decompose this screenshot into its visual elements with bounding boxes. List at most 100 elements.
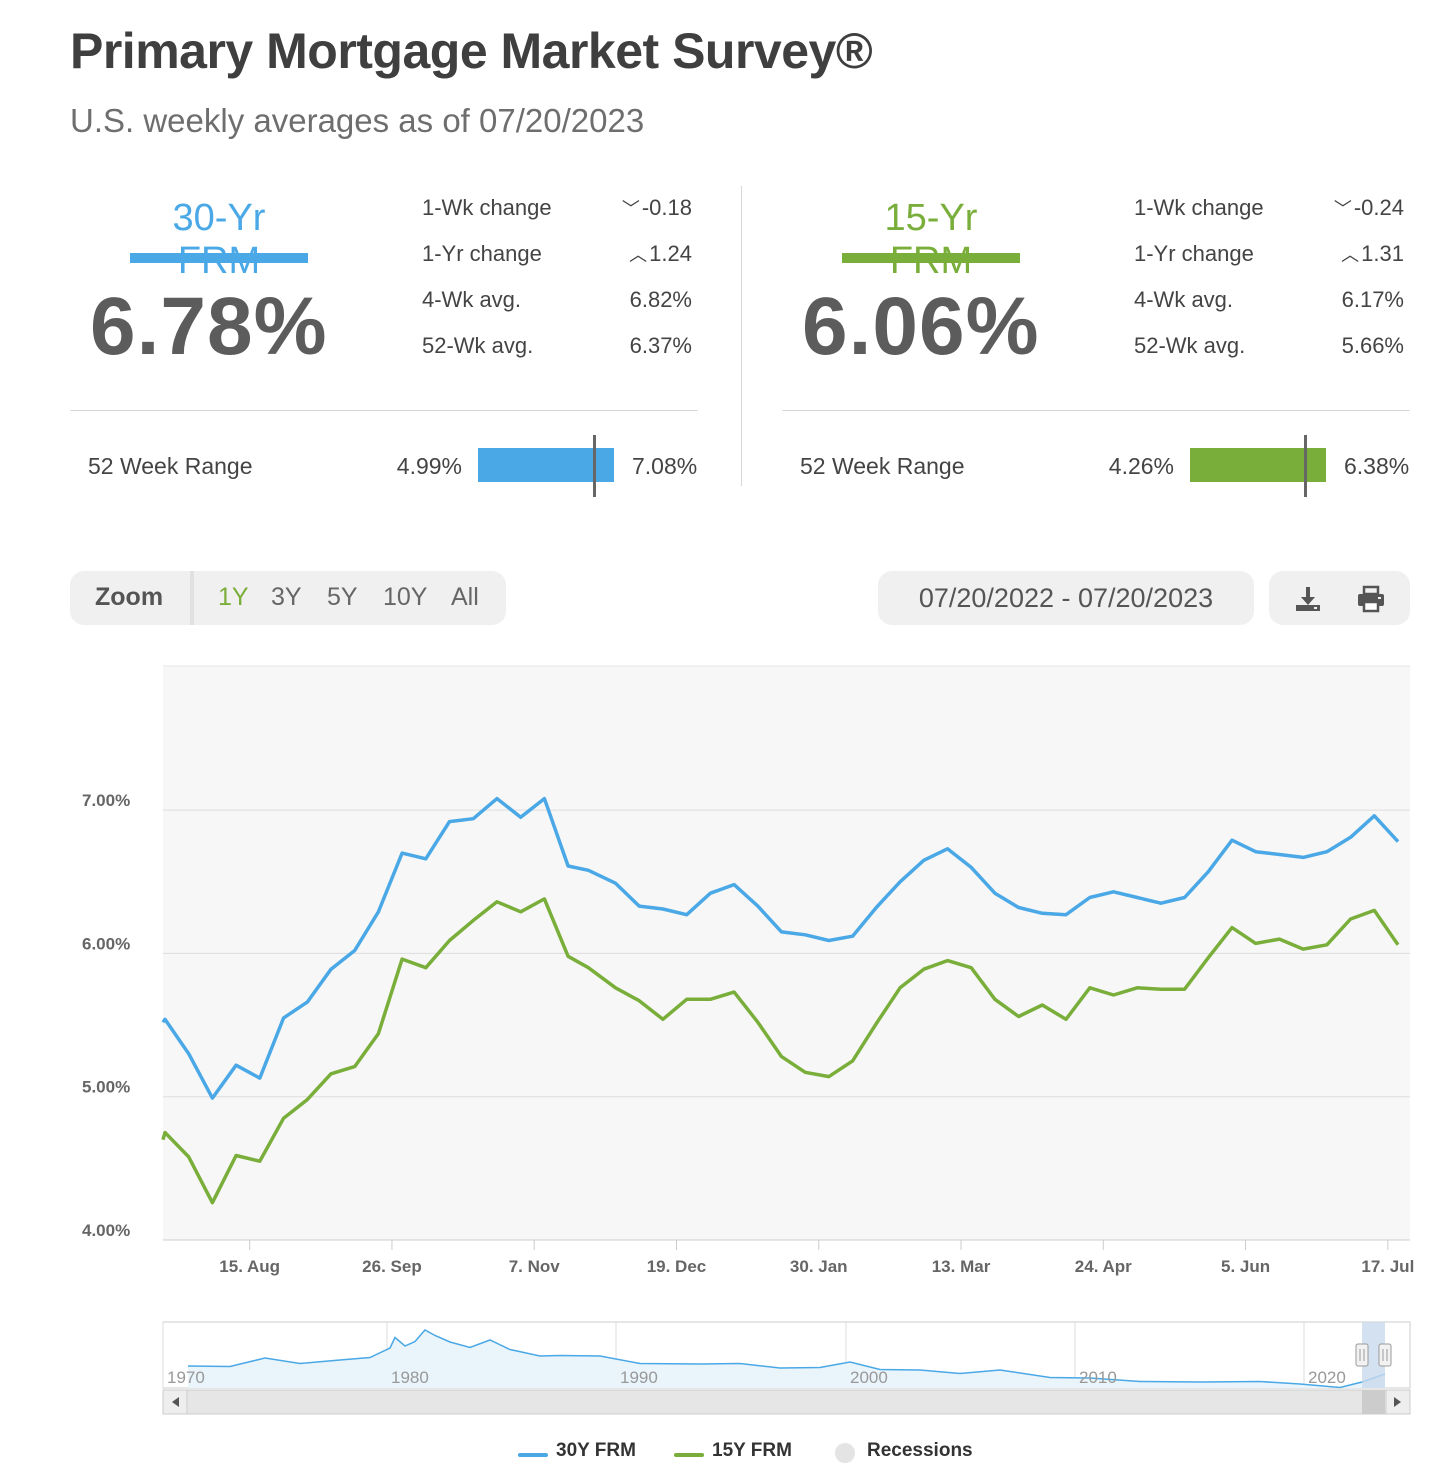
stat-row: 1-Wk change ﹀-0.18 (422, 195, 692, 241)
legend-swatch-recessions (835, 1443, 855, 1463)
zoom-label: Zoom (95, 583, 164, 611)
stat-value-text: -0.24 (1353, 195, 1404, 220)
rate-value: 6.06% (802, 281, 1040, 372)
navigator-year-label: 2020 (1308, 1368, 1346, 1387)
zoom-option-1y[interactable]: 1Y (218, 583, 249, 611)
divider (782, 410, 1410, 411)
y-tick-label: 6.00% (82, 934, 130, 953)
navigator-selection[interactable] (1362, 1322, 1385, 1388)
navigator-year-label: 1970 (167, 1368, 205, 1387)
date-range-display[interactable]: 07/20/2022 - 07/20/2023 (878, 571, 1254, 625)
stat-label: 52-Wk avg. (422, 333, 534, 358)
navigator-year-label: 2010 (1079, 1368, 1117, 1387)
y-tick-label: 7.00% (82, 791, 130, 810)
navigator[interactable]: 1970 1980 1990 2000 2010 2020 (0, 1318, 1456, 1418)
grid-lines (163, 809, 1410, 1241)
chevron-right-icon (1394, 1397, 1401, 1407)
navigator-handle-right[interactable] (1378, 1343, 1392, 1367)
rate-stats: 1-Wk change ﹀-0.24 1-Yr change ︿1.31 4-W… (1134, 195, 1404, 379)
x-tick-label: 24. Apr (1075, 1257, 1132, 1276)
stat-value: ﹀-0.18 (622, 195, 692, 221)
stat-value: 6.82% (629, 287, 692, 312)
stat-label: 4-Wk avg. (1134, 287, 1234, 312)
stat-label: 1-Wk change (422, 195, 552, 220)
chevron-left-icon (172, 1397, 179, 1407)
chevron-down-icon: ﹀ (1333, 199, 1352, 219)
x-axis-labels: 15. Aug 26. Sep 7. Nov 19. Dec 30. Jan 13. Ma… (219, 1240, 1414, 1276)
stat-row: 1-Wk change ﹀-0.24 (1134, 195, 1404, 241)
x-tick-label: 5. Jun (1221, 1257, 1270, 1276)
stat-value-text: 1.31 (1361, 241, 1404, 266)
download-icon[interactable] (1293, 584, 1323, 614)
range-label: 52 Week Range (800, 453, 965, 479)
x-tick-label: 19. Dec (647, 1257, 707, 1276)
zoom-option-all[interactable]: All (451, 583, 479, 611)
range-label: 52 Week Range (88, 453, 253, 479)
series-lines (161, 796, 1400, 1205)
rate-name: 30-Yr FRM (172, 197, 266, 282)
x-tick-label: 15. Aug (219, 1257, 280, 1276)
stat-label: 1-Yr change (1134, 241, 1254, 266)
navigator-scrollbar-thumb[interactable] (1362, 1390, 1385, 1414)
x-tick-label: 7. Nov (509, 1257, 561, 1276)
navigator-labels: 1970 1980 1990 2000 2010 2020 (167, 1368, 1346, 1387)
page-subtitle: U.S. weekly averages as of 07/20/2023 (70, 102, 645, 139)
stat-label: 52-Wk avg. (1134, 333, 1246, 358)
stat-row: 1-Yr change ︿1.24 (422, 241, 692, 287)
stat-value: 6.37% (629, 333, 692, 358)
legend-item-15y[interactable]: 15Y FRM (712, 1440, 792, 1461)
stat-row: 4-Wk avg. 6.17% (1134, 287, 1404, 333)
stat-label: 1-Wk change (1134, 195, 1264, 220)
stat-value-text: -0.18 (641, 195, 692, 220)
zoom-selector: Zoom 1Y 3Y 5Y 10Y All (70, 571, 506, 625)
range-low: 4.26% (1108, 453, 1174, 479)
y-axis-labels: 4.00% 5.00% 6.00% 7.00% (82, 791, 130, 1240)
range-high: 7.08% (632, 453, 698, 479)
stat-row: 1-Yr change ︿1.31 (1134, 241, 1404, 287)
legend-item-30y[interactable]: 30Y FRM (556, 1440, 636, 1461)
series-line-15y-frm[interactable] (161, 897, 1400, 1205)
chart-legend: 30Y FRM 15Y FRM Recessions (0, 1440, 1456, 1470)
stat-value-text: 1.24 (649, 241, 692, 266)
x-tick-label: 30. Jan (790, 1257, 848, 1276)
range-current-marker (1304, 435, 1308, 497)
series-line-30y-frm[interactable] (161, 796, 1400, 1100)
range-high: 6.38% (1344, 453, 1410, 479)
navigator-area (188, 1330, 1385, 1388)
navigator-year-label: 1980 (391, 1368, 429, 1387)
print-icon[interactable] (1356, 584, 1386, 614)
zoom-separator (190, 571, 194, 625)
divider (70, 410, 698, 411)
chart-tools (1269, 571, 1410, 625)
scroll-left-button[interactable] (162, 1389, 188, 1415)
vertical-divider (741, 186, 742, 486)
navigator-year-label: 1990 (620, 1368, 658, 1387)
stat-value: 6.17% (1341, 287, 1404, 312)
x-tick-label: 17. Jul (1361, 1257, 1414, 1276)
stat-row: 52-Wk avg. 5.66% (1134, 333, 1404, 379)
chevron-up-icon: ︿ (1341, 245, 1360, 265)
rate-block-15yr: 15-Yr FRM 6.06% 1-Wk change ﹀-0.24 1-Yr … (782, 185, 1422, 497)
legend-item-recessions[interactable]: Recessions (867, 1440, 973, 1461)
stat-value: 5.66% (1341, 333, 1404, 358)
zoom-option-5y[interactable]: 5Y (327, 583, 358, 611)
page-title: Primary Mortgage Market Survey® (70, 23, 873, 79)
zoom-option-10y[interactable]: 10Y (383, 583, 428, 611)
range-bar (478, 448, 614, 482)
range-low: 4.99% (396, 453, 462, 479)
rate-value: 6.78% (90, 281, 328, 372)
stat-value: ︿1.24 (629, 241, 692, 267)
scroll-right-button[interactable] (1385, 1389, 1411, 1415)
legend-swatch-30y (518, 1453, 548, 1457)
rate-color-bar (842, 253, 1020, 263)
main-chart[interactable]: 4.00% 5.00% 6.00% 7.00% 15. Aug 26. Sep 7. No… (0, 640, 1456, 1300)
zoom-option-3y[interactable]: 3Y (271, 583, 302, 611)
stat-label: 1-Yr change (422, 241, 542, 266)
legend-swatch-15y (674, 1453, 704, 1457)
navigator-handle-left[interactable] (1355, 1343, 1369, 1367)
navigator-scrollbar-track[interactable] (162, 1389, 1411, 1415)
rate-block-30yr: 30-Yr FRM 6.78% 1-Wk change ﹀-0.18 1-Yr … (70, 185, 710, 497)
chevron-up-icon: ︿ (629, 245, 648, 265)
rate-color-bar (130, 253, 308, 263)
x-tick-label: 13. Mar (932, 1257, 991, 1276)
